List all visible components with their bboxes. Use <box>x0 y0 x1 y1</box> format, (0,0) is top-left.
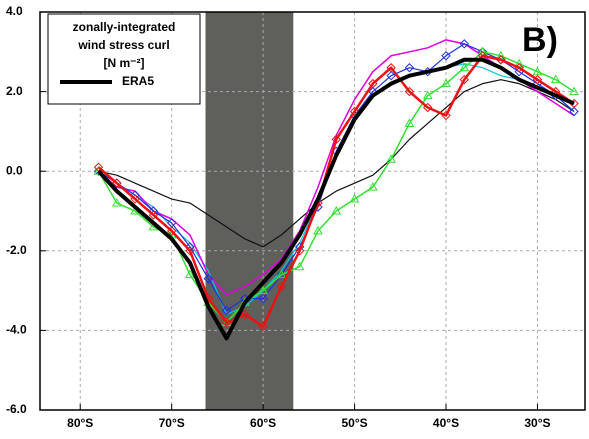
marker <box>368 78 378 89</box>
x-tick-label: 80°S <box>67 416 93 430</box>
marker <box>111 198 122 207</box>
marker <box>294 261 305 271</box>
x-tick-label: 30°S <box>524 416 550 430</box>
marker <box>532 74 543 85</box>
legend-title: wind stress curl <box>77 38 169 52</box>
marker <box>404 63 415 73</box>
marker <box>185 246 195 256</box>
series-line <box>98 79 575 248</box>
marker <box>258 285 268 295</box>
marker <box>441 51 451 61</box>
y-tick-label: 4.0 <box>6 4 23 18</box>
marker <box>514 63 524 73</box>
marker <box>221 317 232 328</box>
marker <box>404 118 415 127</box>
frame <box>39 11 586 411</box>
marker <box>550 74 561 84</box>
marker <box>331 134 341 145</box>
marker <box>441 78 451 88</box>
legend-title: [N m⁻²] <box>104 56 145 70</box>
legend-title: zonally-integrated <box>73 20 176 34</box>
marker <box>423 102 433 113</box>
marker <box>569 106 579 117</box>
marker <box>294 246 305 256</box>
marker <box>313 225 323 235</box>
legend: zonally-integrated wind stress curl [N m⁻²… <box>47 13 201 105</box>
marker <box>569 86 579 96</box>
y-tick-label: -2.0 <box>6 243 27 257</box>
panel-label: B) <box>522 21 558 59</box>
marker <box>349 106 360 117</box>
marker <box>276 281 287 292</box>
marker <box>404 86 415 97</box>
marker <box>459 39 470 49</box>
marker <box>532 66 543 76</box>
marker <box>496 55 506 65</box>
marker <box>240 309 250 320</box>
marker <box>367 182 378 191</box>
marker <box>386 63 396 73</box>
marker <box>441 110 451 121</box>
x-tick-label: 70°S <box>159 416 185 430</box>
x-tick-label: 40°S <box>433 416 459 430</box>
series-line <box>97 54 575 328</box>
x-tick-label: 50°S <box>341 416 367 430</box>
marker <box>386 70 396 81</box>
marker <box>148 210 159 220</box>
marker <box>276 269 287 279</box>
marker <box>185 269 195 279</box>
y-tick-label: -6.0 <box>6 402 27 416</box>
marker <box>166 226 177 236</box>
y-tick-label: 0.0 <box>6 163 23 177</box>
marker <box>386 154 397 163</box>
series-line <box>97 57 575 341</box>
marker <box>349 194 360 203</box>
marker <box>130 194 140 204</box>
marker <box>459 62 470 72</box>
marker <box>203 273 213 284</box>
marker <box>258 321 268 332</box>
x-tick-label: 60°S <box>250 416 276 430</box>
marker <box>112 178 122 188</box>
marker <box>459 74 470 85</box>
y-tick-label: -4.0 <box>6 323 27 337</box>
marker <box>258 293 268 304</box>
marker <box>221 305 232 316</box>
legend-box <box>47 13 201 105</box>
marker <box>331 205 342 215</box>
shaded-span <box>205 12 294 410</box>
y-tick-label: 2.0 <box>6 84 23 98</box>
marker <box>422 90 433 100</box>
legend-label: ERA5 <box>122 74 154 88</box>
